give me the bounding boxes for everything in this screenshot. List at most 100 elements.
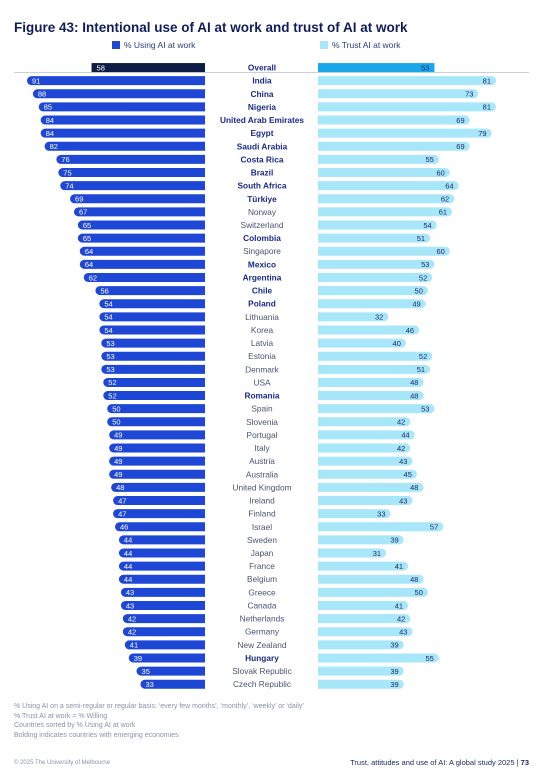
trust-bar (318, 653, 439, 663)
trust-value-label: 55 (426, 155, 434, 164)
use-value-label: 54 (104, 313, 112, 322)
use-value-label: 43 (126, 601, 134, 610)
trust-value-label: 40 (393, 339, 401, 348)
use-value-label: 64 (85, 260, 93, 269)
use-value-label: 85 (44, 103, 52, 112)
use-value-label: 35 (142, 667, 150, 676)
country-label: Portugal (247, 430, 278, 440)
use-value-label: 84 (46, 116, 54, 125)
page-number: 73 (520, 758, 529, 767)
country-label: Italy (254, 443, 270, 453)
country-label: Romania (244, 391, 279, 401)
use-bar (128, 653, 205, 663)
trust-bar (318, 509, 391, 519)
trust-bar (318, 102, 496, 112)
trust-bar (318, 404, 435, 414)
use-bar (79, 246, 205, 256)
country-label: Australia (246, 469, 279, 479)
use-value-label: 64 (85, 247, 93, 256)
trust-bar (318, 154, 439, 164)
use-bar (38, 102, 205, 112)
footnote: % Using AI on a semi-regular or regular … (14, 703, 304, 710)
country-label: Latvia (251, 338, 274, 348)
trust-value-label: 45 (404, 470, 412, 479)
trust-bar (318, 168, 450, 178)
country-label: New Zealand (238, 640, 287, 650)
use-bar (99, 325, 205, 335)
trust-bar (318, 574, 424, 584)
use-bar (27, 76, 205, 86)
trust-value-label: 50 (415, 286, 423, 295)
trust-bar (318, 76, 496, 86)
use-bar (122, 627, 205, 637)
trust-value-label: 41 (395, 601, 403, 610)
trust-value-label: 39 (390, 641, 398, 650)
country-label: Czech Republic (233, 679, 291, 689)
trust-value-label: 43 (399, 628, 407, 637)
use-value-label: 74 (65, 181, 73, 190)
trust-bar (318, 535, 404, 545)
legend-use-swatch (112, 41, 120, 49)
use-bar (101, 364, 205, 374)
trust-value-label: 57 (430, 523, 438, 532)
use-bar (113, 496, 205, 506)
country-label: Estonia (248, 351, 276, 361)
trust-value-label: 73 (465, 90, 473, 99)
trust-bar (318, 456, 413, 466)
trust-bar (318, 666, 404, 676)
use-value-label: 76 (61, 155, 69, 164)
figure-title: Figure 43: Intentional use of AI at work… (14, 20, 408, 35)
use-value-label: 56 (100, 286, 108, 295)
trust-value-label: 52 (419, 352, 427, 361)
use-bar (83, 272, 205, 282)
use-value-label: 69 (75, 195, 83, 204)
use-value-label: 48 (116, 483, 124, 492)
use-bar (60, 181, 205, 191)
trust-bar (318, 181, 459, 191)
use-bar (118, 548, 205, 558)
use-bar (103, 391, 205, 401)
trust-bar (318, 325, 420, 335)
trust-bar (318, 614, 411, 624)
report-title: Trust, attitudes and use of AI: A global… (350, 758, 519, 767)
country-label: India (252, 76, 272, 86)
use-bar (56, 154, 205, 164)
country-label: Hungary (245, 653, 279, 663)
trust-bar (318, 679, 404, 689)
trust-value-label: 43 (399, 457, 407, 466)
trust-value-label: 69 (456, 116, 464, 125)
trust-value-label: 51 (417, 365, 425, 374)
use-bar (122, 614, 205, 624)
country-label: Japan (251, 548, 274, 558)
trust-value-label: 53 (421, 63, 429, 72)
use-bar (73, 207, 205, 217)
trust-bar (318, 482, 424, 492)
use-value-label: 54 (104, 300, 112, 309)
country-label: Poland (248, 299, 276, 309)
trust-value-label: 60 (437, 168, 445, 177)
trust-bar (318, 194, 455, 204)
trust-value-label: 81 (483, 76, 491, 85)
trust-bar (318, 207, 453, 217)
trust-bar (318, 128, 492, 138)
use-value-label: 65 (83, 234, 91, 243)
use-bar (107, 417, 205, 427)
use-value-label: 47 (118, 509, 126, 518)
trust-value-label: 42 (397, 444, 405, 453)
country-label: Canada (247, 600, 276, 610)
trust-bar (318, 640, 404, 650)
use-value-label: 49 (114, 444, 122, 453)
use-value-label: 43 (126, 588, 134, 597)
trust-bar (318, 443, 411, 453)
legend-use: % Using AI at work (112, 40, 195, 50)
trust-value-label: 48 (410, 483, 418, 492)
use-bar (44, 141, 205, 151)
use-bar (101, 338, 205, 348)
trust-value-label: 31 (373, 549, 381, 558)
country-label: Lithuania (245, 312, 279, 322)
use-bar (95, 286, 205, 296)
trust-value-label: 61 (439, 208, 447, 217)
trust-bar (318, 299, 426, 309)
use-value-label: 53 (106, 365, 114, 374)
trust-bar (318, 587, 428, 597)
